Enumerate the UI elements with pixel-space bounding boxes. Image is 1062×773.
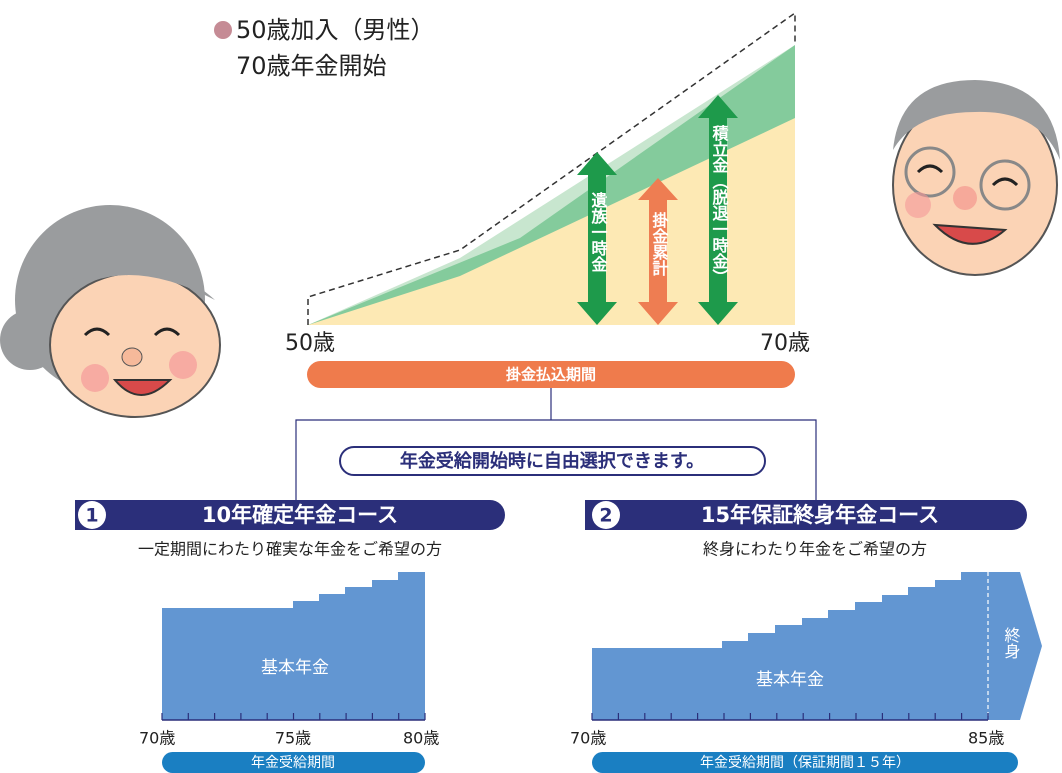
end-label: 70歳 — [760, 331, 810, 356]
shape — [122, 348, 142, 366]
payment-period: 掛金払込期間 — [506, 366, 596, 384]
shape — [905, 192, 931, 218]
pension-steps — [162, 572, 425, 720]
shape — [169, 351, 197, 379]
arrow-label: 掛金累計 — [650, 211, 669, 277]
axis-label: 70歳 — [139, 729, 175, 748]
page: 年金コース {"legend":{"title":"50歳加入（男性）","su… — [0, 0, 1062, 773]
legend-subtitle: 70歳年金開始 — [236, 52, 387, 80]
body: 50歳加入（男性） 70歳年金開始 遺族一時金 掛金累計 積立金（脱退一時金） … — [0, 0, 1062, 773]
bar-label: 基本年金 — [756, 670, 824, 690]
legend-title: 50歳加入（男性） — [236, 16, 435, 44]
course-number: 2 — [599, 505, 612, 527]
arrow-label: 遺族一時金 — [589, 191, 609, 272]
receipt-period: 年金受給期間（保証期間１５年） — [700, 755, 910, 771]
course-title: 10年確定年金コース — [202, 503, 398, 527]
axis-label: 80歳 — [403, 729, 439, 748]
shape — [50, 273, 220, 417]
legend-dot — [214, 21, 232, 39]
pension-steps — [592, 572, 1042, 720]
start-label: 50歳 — [285, 331, 335, 356]
diagram: 50歳加入（男性） 70歳年金開始 遺族一時金 掛金累計 積立金（脱退一時金） … — [0, 0, 1062, 773]
course-number: 1 — [85, 505, 98, 527]
course-description: 一定期間にわたり確実な年金をご希望の方 — [138, 540, 442, 559]
arrow-label: 積立金（脱退一時金） — [710, 124, 730, 285]
shape — [953, 186, 977, 210]
axis-label: 85歳 — [968, 729, 1004, 748]
course-title: 15年保証終身年金コース — [701, 503, 939, 527]
receipt-period: 年金受給期間 — [251, 755, 335, 771]
lifetime-label: 終身 — [1002, 627, 1021, 660]
bar-label: 基本年金 — [261, 658, 329, 678]
man-illustration — [893, 80, 1060, 275]
axis-label: 75歳 — [275, 729, 311, 748]
axis-label: 70歳 — [570, 729, 606, 748]
course-description: 終身にわたり年金をご希望の方 — [703, 540, 927, 559]
choice-note: 年金受給開始時に自由選択できます。 — [400, 450, 704, 472]
woman-illustration — [0, 205, 220, 417]
shape — [81, 364, 109, 392]
